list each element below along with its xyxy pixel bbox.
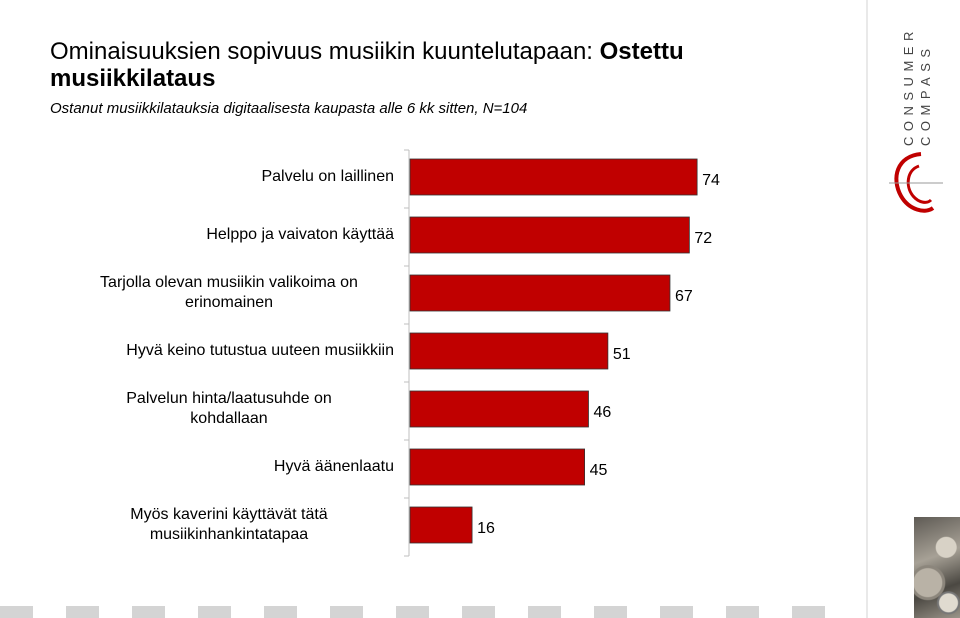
bar <box>409 506 473 544</box>
category-label: Tarjolla olevan musiikin valikoima on eri… <box>100 274 358 311</box>
bar <box>409 448 586 486</box>
footer-block <box>660 606 693 618</box>
category-label: Helppo ja vaivaton käyttää <box>206 226 394 243</box>
footer-block <box>264 606 297 618</box>
bar <box>409 158 698 196</box>
title-regular: Ominaisuuksien sopivuus musiikin kuuntel… <box>50 38 600 65</box>
footer-block <box>726 606 759 618</box>
data-label: 74 <box>702 172 720 189</box>
bar <box>409 274 671 312</box>
data-label: 51 <box>613 346 631 363</box>
footer-block <box>594 606 627 618</box>
footer-block <box>792 606 825 618</box>
slide-title: Ominaisuuksien sopivuus musiikin kuuntel… <box>50 38 810 92</box>
footer-block <box>396 606 429 618</box>
footer-block <box>66 606 99 618</box>
footer-decoration <box>0 606 866 618</box>
footer-block <box>0 606 33 618</box>
compass-swirl-icon <box>889 152 943 213</box>
bar <box>409 332 609 370</box>
data-label: 67 <box>675 288 693 305</box>
bar <box>409 390 589 428</box>
title-bold: Ostettu musiikkilataus <box>50 38 684 92</box>
logo-text-line2: COMPASS <box>918 43 933 146</box>
footer-block <box>330 606 363 618</box>
category-label: Palvelun hinta/laatusuhde on kohdallaan <box>126 390 332 427</box>
data-label: 45 <box>590 462 608 479</box>
right-divider <box>866 0 868 618</box>
slide-subtitle: Ostanut musiikkilatauksia digitaalisesta… <box>50 100 528 117</box>
footer-block <box>132 606 165 618</box>
category-label: Myös kaverini käyttävät tätä musiikinhank… <box>130 506 328 543</box>
bar <box>409 216 690 254</box>
data-label: 16 <box>477 520 495 537</box>
consumer-compass-logo: CONSUMER COMPASS <box>885 26 945 223</box>
category-label: Hyvä keino tutustua uuteen musiikkiin <box>126 342 394 359</box>
data-label: 72 <box>694 230 712 247</box>
compass-photo <box>914 517 960 618</box>
category-label: Hyvä äänenlaatu <box>273 458 394 475</box>
data-label: 46 <box>593 404 611 421</box>
footer-block <box>198 606 231 618</box>
category-label: Palvelu on laillinen <box>261 168 394 185</box>
footer-block <box>462 606 495 618</box>
footer-block <box>528 606 561 618</box>
logo-text-line1: CONSUMER <box>901 28 916 146</box>
